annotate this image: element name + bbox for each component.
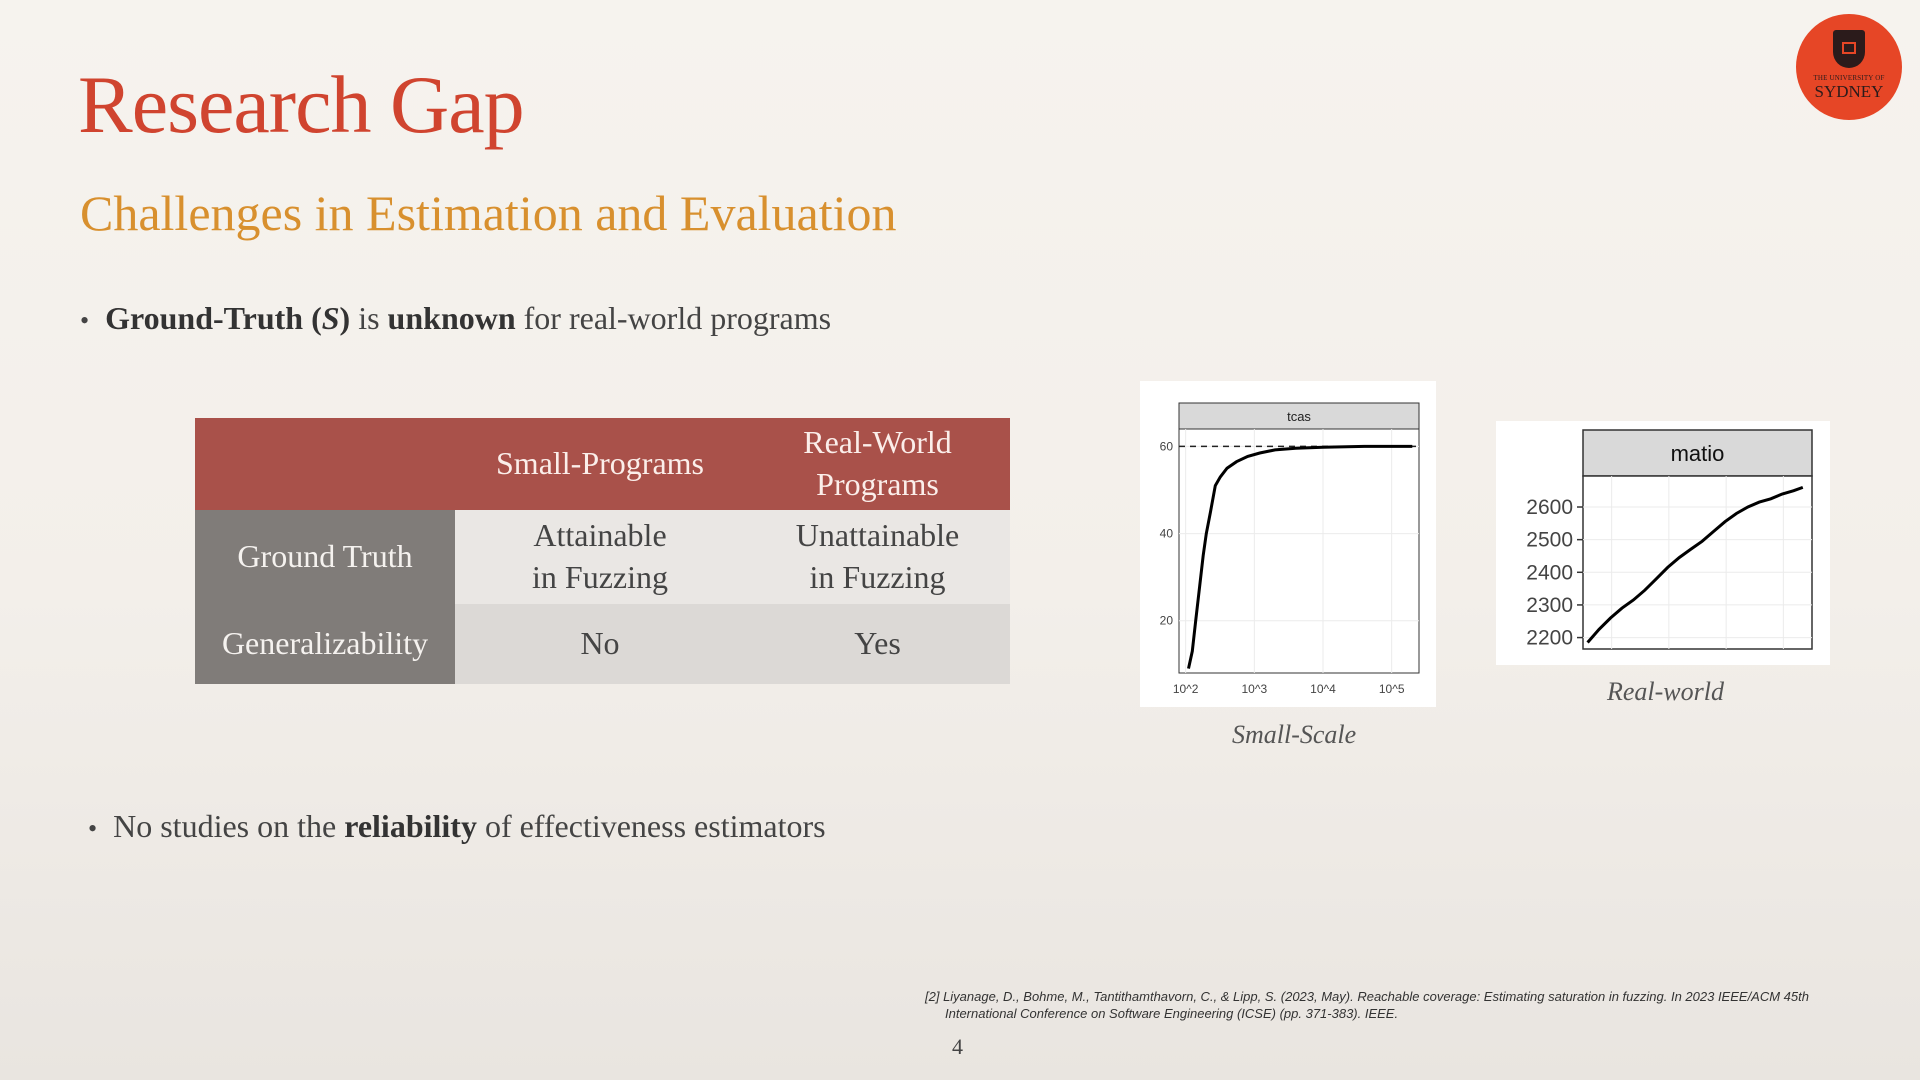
- bullet-ground-truth: • Ground-Truth (S) is unknown for real-w…: [80, 300, 831, 337]
- bullet-reliability: • No studies on the reliability of effec…: [88, 808, 826, 845]
- table-cell: Unattainable in Fuzzing: [745, 510, 1010, 604]
- caption-small-scale: Small-Scale: [1232, 720, 1357, 749]
- x-tick-label: 10^5: [1379, 682, 1405, 696]
- row-label-ground-truth: Ground Truth: [195, 510, 455, 604]
- panel-strip: [1178, 402, 1420, 430]
- page-number: 4: [952, 1034, 963, 1059]
- table-row: Ground Truth Attainable in Fuzzing Unatta…: [195, 510, 1010, 604]
- table-cell: No: [455, 604, 745, 684]
- table-header-row: Small-Programs Real-World Programs: [195, 418, 1010, 510]
- logo-big-text: SYDNEY: [1814, 82, 1884, 101]
- y-tick-label: 20: [1160, 614, 1174, 628]
- x-tick-label: 10^4: [1310, 682, 1336, 696]
- table-cell: Attainable in Fuzzing: [455, 510, 745, 604]
- x-tick-label: 10^3: [1241, 682, 1267, 696]
- bullet-dot: •: [80, 306, 90, 335]
- chart-real-world-svg: matio 2200 2300 2400 2500 2600: [1526, 429, 1813, 650]
- table-header-real-world-programs: Real-World Programs: [803, 424, 952, 502]
- y-tick-label: 60: [1160, 439, 1174, 453]
- caption-real-world: Real-world: [1607, 677, 1724, 706]
- y-tick-label: 2200: [1526, 627, 1573, 650]
- university-logo: THE UNIVERSITY OF SYDNEY: [1796, 14, 1902, 120]
- panel-title: tcas: [1287, 409, 1311, 424]
- chart-small-scale: tcas 10^2 10^3 10^4 10^5 20 40 60: [1140, 381, 1436, 707]
- series-line: [1187, 444, 1413, 669]
- chart-real-world: matio 2200 2300 2400 2500 2600: [1496, 421, 1830, 665]
- y-tick-label: 2600: [1526, 496, 1573, 519]
- panel-strip: [1582, 429, 1813, 477]
- plot-area: [1178, 428, 1420, 674]
- reference-line-2: International Conference on Software Eng…: [945, 1006, 1399, 1021]
- chart-small-scale-svg: tcas 10^2 10^3 10^4 10^5 20 40 60: [1160, 402, 1420, 696]
- bullet-dot: •: [88, 814, 98, 843]
- slide-subtitle: Challenges in Estimation and Evaluation: [80, 185, 897, 241]
- reference-citation: [2] Liyanage, D., Bohme, M., Tantithamth…: [925, 988, 1885, 1022]
- panel-title: matio: [1671, 441, 1725, 466]
- logo-small-text: THE UNIVERSITY OF: [1813, 74, 1885, 82]
- series-line: [1586, 485, 1804, 644]
- table-cell: Yes: [745, 604, 1010, 684]
- comparison-table: Small-Programs Real-World Programs Ground…: [195, 418, 1010, 684]
- y-tick-label: 2300: [1526, 594, 1573, 617]
- reference-line-1: [2] Liyanage, D., Bohme, M., Tantithamth…: [925, 989, 1809, 1004]
- x-tick-label: 10^2: [1173, 682, 1199, 696]
- row-label-generalizability: Generalizability: [195, 604, 455, 684]
- bullet-text: Ground-Truth (S) is unknown for real-wor…: [105, 300, 832, 336]
- y-tick-label: 2400: [1526, 561, 1573, 584]
- table-row: Generalizability No Yes: [195, 604, 1010, 684]
- table-header-small-programs: Small-Programs: [496, 445, 704, 482]
- bullet-text: No studies on the reliability of effecti…: [113, 808, 826, 844]
- table-header-empty: [195, 418, 455, 510]
- crest-icon: [1833, 30, 1865, 68]
- y-tick-label: 2500: [1526, 529, 1573, 552]
- plot-area: [1582, 475, 1813, 650]
- y-tick-label: 40: [1160, 527, 1174, 541]
- slide-title: Research Gap: [78, 59, 525, 150]
